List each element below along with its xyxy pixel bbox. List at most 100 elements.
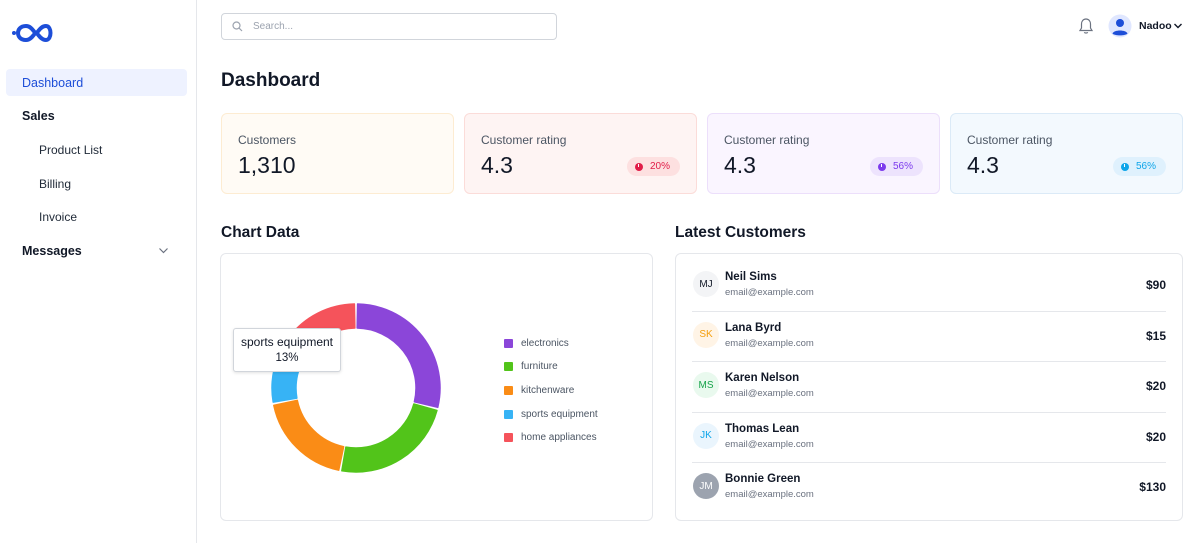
avatar: SK: [693, 321, 719, 348]
tooltip-label: sports equipment: [240, 335, 334, 349]
stat-value: 4.3: [967, 152, 999, 178]
stat-value: 4.3: [724, 152, 756, 178]
customer-name: Lana Byrd: [725, 321, 782, 334]
status-badge: 56%: [1112, 157, 1166, 176]
legend-swatch: [504, 433, 513, 443]
customer-name: Thomas Lean: [725, 422, 800, 435]
tooltip-value: 13%: [275, 352, 299, 364]
page-title: Dashboard: [221, 70, 321, 91]
customer-email: email@example.com: [725, 287, 814, 298]
badge-value: 56%: [1135, 161, 1156, 172]
list-item[interactable]: SK Lana Byrd email@example.com $15: [692, 312, 1166, 363]
sidebar-item-label: Product List: [39, 142, 103, 157]
customers-section-title: Latest Customers: [675, 224, 806, 241]
list-item[interactable]: MS Karen Nelson email@example.com $20: [692, 362, 1166, 413]
badge-value: 20%: [649, 161, 670, 172]
customer-email: email@example.com: [725, 438, 814, 450]
chevron-down-icon[interactable]: [1173, 21, 1183, 31]
legend-swatch: [504, 385, 513, 395]
stat-value: 4.3: [481, 152, 513, 178]
user-avatar-icon[interactable]: [1108, 14, 1132, 38]
alert-icon: [877, 162, 886, 171]
customers-panel: MJ Neil Sims email@example.com $90 SK Lana By…: [675, 253, 1183, 521]
legend-label: furniture: [521, 361, 558, 373]
stat-label: Customer rating: [481, 133, 567, 147]
avatar: JM: [693, 473, 719, 500]
legend-swatch: [504, 338, 513, 348]
customer-amount: $15: [1145, 328, 1166, 343]
donut-slice-electronics[interactable]: [356, 303, 441, 409]
avatar-initials: JK: [700, 430, 712, 442]
search-input[interactable]: [253, 21, 533, 32]
chevron-down-icon[interactable]: [158, 245, 169, 256]
legend-swatch: [504, 362, 513, 372]
chart-legend: electronics furniture kitchenware sports eq…: [504, 335, 598, 453]
status-badge: 20%: [626, 157, 680, 176]
user-name[interactable]: Nadoo: [1139, 20, 1172, 32]
chart-tooltip: sports equipment 13%: [233, 328, 341, 372]
legend-item[interactable]: sports equipment: [504, 406, 598, 422]
sidebar-item-label: Invoice: [39, 210, 78, 225]
sidebar-item-messages[interactable]: Messages: [6, 237, 187, 264]
legend-label: home appliances: [521, 432, 597, 444]
sidebar-nav: Dashboard Sales Product List Billing Inv…: [6, 69, 187, 271]
stat-card-customers: Customers 1,310: [221, 113, 454, 194]
avatar: JK: [693, 422, 719, 449]
avatar-initials: JM: [699, 480, 713, 492]
legend-item[interactable]: electronics: [504, 335, 598, 351]
sidebar-item-label: Sales: [22, 109, 55, 124]
legend-item[interactable]: furniture: [504, 359, 598, 375]
customer-email: email@example.com: [725, 388, 814, 400]
sidebar: Dashboard Sales Product List Billing Inv…: [0, 0, 197, 543]
chart-panel: sports equipment 13% electronics furnitur…: [220, 253, 653, 521]
infinity-logo-icon[interactable]: [10, 20, 54, 46]
stat-value: 1,310: [238, 152, 296, 178]
customer-name: Bonnie Green: [725, 473, 801, 486]
search-icon: [232, 21, 243, 32]
legend-item[interactable]: kitchenware: [504, 382, 598, 398]
customer-email: email@example.com: [725, 337, 814, 349]
search-box[interactable]: [221, 13, 557, 40]
alert-icon: [634, 162, 643, 171]
sidebar-item-dashboard[interactable]: Dashboard: [6, 69, 187, 96]
donut-chart: [271, 303, 441, 473]
customer-amount: $130: [1139, 480, 1166, 495]
sidebar-item-label: Dashboard: [22, 75, 84, 90]
legend-label: sports equipment: [521, 408, 598, 420]
customer-email: email@example.com: [725, 489, 814, 501]
sidebar-item-label: Billing: [39, 176, 72, 191]
stat-label: Customer rating: [967, 133, 1053, 147]
legend-label: electronics: [521, 337, 569, 349]
avatar-initials: MJ: [699, 278, 713, 290]
alert-icon: [1120, 162, 1129, 171]
stat-card-rating-2: Customer rating 4.3 56%: [707, 113, 940, 194]
sidebar-item-label: Messages: [22, 243, 82, 258]
legend-item[interactable]: home appliances: [504, 430, 598, 446]
stat-card-rating-3: Customer rating 4.3 56%: [950, 113, 1183, 194]
sidebar-item-billing[interactable]: Billing: [6, 170, 187, 197]
customer-amount: $20: [1145, 379, 1166, 394]
chart-section-title: Chart Data: [221, 224, 300, 241]
sidebar-item-sales[interactable]: Sales: [6, 103, 187, 130]
status-badge: 56%: [869, 157, 923, 176]
sidebar-item-invoice[interactable]: Invoice: [6, 204, 187, 231]
donut-slice-kitchenware[interactable]: [273, 399, 345, 471]
sidebar-item-product-list[interactable]: Product List: [6, 136, 187, 163]
list-item[interactable]: JK Thomas Lean email@example.com $20: [692, 413, 1166, 464]
legend-label: kitchenware: [521, 384, 575, 396]
avatar: MJ: [693, 271, 719, 297]
stat-label: Customers: [238, 133, 297, 147]
donut-slice-furniture[interactable]: [341, 403, 438, 473]
bell-icon[interactable]: [1078, 17, 1094, 35]
stat-label: Customer rating: [724, 133, 810, 147]
customer-amount: $90: [1145, 278, 1166, 292]
list-item[interactable]: JM Bonnie Green email@example.com $130: [692, 463, 1166, 514]
avatar-initials: SK: [699, 329, 713, 341]
badge-value: 56%: [892, 161, 913, 172]
legend-swatch: [504, 409, 513, 419]
list-item[interactable]: MJ Neil Sims email@example.com $90: [692, 261, 1166, 312]
customer-name: Neil Sims: [725, 271, 777, 283]
avatar-initials: MS: [698, 379, 714, 391]
stat-card-rating-1: Customer rating 4.3 20%: [464, 113, 697, 194]
customer-name: Karen Nelson: [725, 372, 800, 385]
